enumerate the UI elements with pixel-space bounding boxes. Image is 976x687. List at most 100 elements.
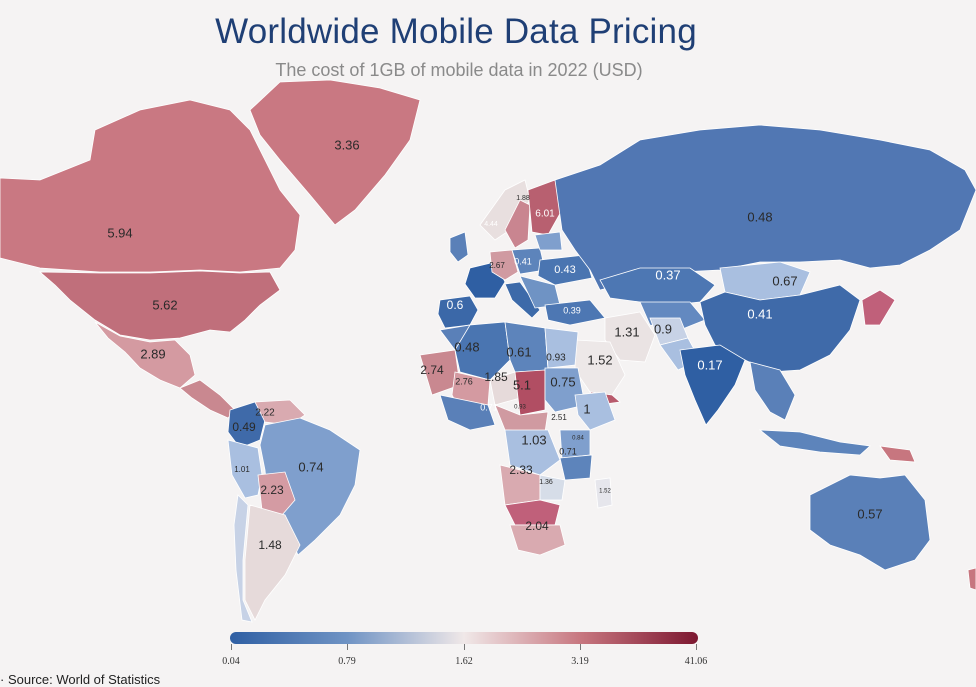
label-ukraine: 0.43 <box>554 264 575 276</box>
label-china: 0.41 <box>747 306 772 321</box>
country-usa <box>38 270 281 341</box>
label-australia: 0.57 <box>857 506 882 521</box>
label-angola: 2.33 <box>509 463 533 477</box>
country-tanzania <box>559 454 593 481</box>
label-niger: 1.85 <box>484 370 508 384</box>
label-spain: 0.6 <box>447 298 464 312</box>
country-cameroon <box>494 404 549 433</box>
country-ethiopia <box>574 391 616 431</box>
country-india <box>679 344 746 426</box>
label-mongolia: 0.67 <box>772 273 797 288</box>
country-japan <box>861 289 896 326</box>
country-chad <box>514 369 546 416</box>
label-argentina: 1.48 <box>258 538 282 552</box>
legend-tick-label: 41.06 <box>684 656 708 667</box>
country-argentina <box>244 504 301 621</box>
country-turkey <box>544 299 606 326</box>
legend-tick-mark <box>464 644 465 650</box>
country-iran <box>604 311 656 363</box>
label-ethiopia: 1 <box>583 401 590 416</box>
label-norway: 1.88 <box>516 195 530 202</box>
label-cameroon: 2.51 <box>551 413 567 422</box>
legend-tick-label: 0.04 <box>222 656 240 667</box>
country-sudan <box>544 367 586 413</box>
label-russia: 0.48 <box>747 209 772 224</box>
label-sudan: 0.75 <box>550 374 575 389</box>
country-southafrica <box>509 524 566 556</box>
country-canada <box>0 99 301 273</box>
label-libya: 0.61 <box>506 344 531 359</box>
country-png <box>879 445 916 463</box>
label-germany: 2.67 <box>489 261 505 270</box>
label-kazakhstan: 0.37 <box>655 267 680 282</box>
map-subtitle: The cost of 1GB of mobile data in 2022 (… <box>275 60 643 80</box>
country-southeast-asia <box>749 361 796 421</box>
country-italy <box>504 281 541 319</box>
map-title: Worldwide Mobile Data Pricing <box>215 12 697 51</box>
country-drc <box>504 429 561 476</box>
label-nigeria: 0.93 <box>514 405 526 411</box>
legend-tick-mark <box>231 644 232 650</box>
label-zambia: 1.36 <box>539 479 553 486</box>
label-finland: 6.01 <box>535 209 555 220</box>
country-west-africa <box>439 394 496 431</box>
country-central-america <box>179 379 236 419</box>
country-nz <box>967 567 976 591</box>
label-iran: 1.31 <box>614 324 639 339</box>
label-colombia: 0.49 <box>232 420 256 434</box>
source-note: · Source: World of Statistics <box>0 672 161 687</box>
label-greenland: 3.36 <box>334 137 359 152</box>
legend-tick-mark <box>347 644 348 650</box>
label-sweden: 4.44 <box>484 221 498 228</box>
value-labels: 5.94 5.62 3.36 2.89 0.49 2.22 0.74 1.01 … <box>107 137 882 552</box>
country-russia <box>554 124 976 291</box>
legend-tick-label: 3.19 <box>571 656 589 667</box>
label-southafrica: 2.04 <box>525 519 549 533</box>
country-southern-africa <box>504 499 561 526</box>
legend-tick-label: 0.79 <box>338 656 356 667</box>
legend-tick-mark <box>696 644 697 650</box>
label-turkey: 0.39 <box>563 305 581 315</box>
label-mauritania: 2.74 <box>420 363 444 377</box>
label-afghanistan: 0.9 <box>654 321 672 336</box>
label-usa: 5.62 <box>152 297 177 312</box>
label-madagascar: 1.52 <box>599 489 611 495</box>
label-mali: 2.76 <box>455 376 473 386</box>
label-bolivia: 2.23 <box>260 483 284 497</box>
label-algeria: 0.48 <box>454 339 479 354</box>
country-finland <box>527 179 563 236</box>
country-uk <box>449 231 469 263</box>
label-egypt: 0.93 <box>546 353 566 364</box>
label-ghana: 0.71 <box>480 402 498 412</box>
label-venezuela: 2.22 <box>255 408 275 419</box>
label-kenya: 0.84 <box>572 436 584 442</box>
country-chile <box>233 494 253 623</box>
legend-color-scale <box>230 632 698 644</box>
label-chad: 5.1 <box>513 377 531 392</box>
country-madagascar <box>594 477 613 509</box>
country-sweden <box>504 199 531 249</box>
label-mexico: 2.89 <box>140 346 165 361</box>
label-poland: 0.41 <box>514 256 532 266</box>
country-australia <box>809 474 931 571</box>
country-germany <box>489 249 519 281</box>
label-india: 0.17 <box>697 357 722 372</box>
label-saudi: 1.52 <box>587 352 612 367</box>
label-tanzania: 0.71 <box>559 446 577 456</box>
legend-tick-label: 1.62 <box>455 656 473 667</box>
country-egypt <box>544 327 579 369</box>
label-brazil: 0.74 <box>298 459 323 474</box>
country-peru <box>227 439 263 499</box>
country-indonesia <box>758 429 871 456</box>
label-peru: 1.01 <box>234 465 250 474</box>
country-zambia <box>539 474 566 501</box>
country-mexico <box>94 321 196 389</box>
label-canada: 5.94 <box>107 225 132 240</box>
country-greenland <box>249 79 421 226</box>
country-bolivia <box>257 471 296 516</box>
country-ukraine <box>537 254 593 286</box>
legend-tick-mark <box>580 644 581 650</box>
country-baltics <box>534 231 563 251</box>
label-drc: 1.03 <box>521 432 546 447</box>
